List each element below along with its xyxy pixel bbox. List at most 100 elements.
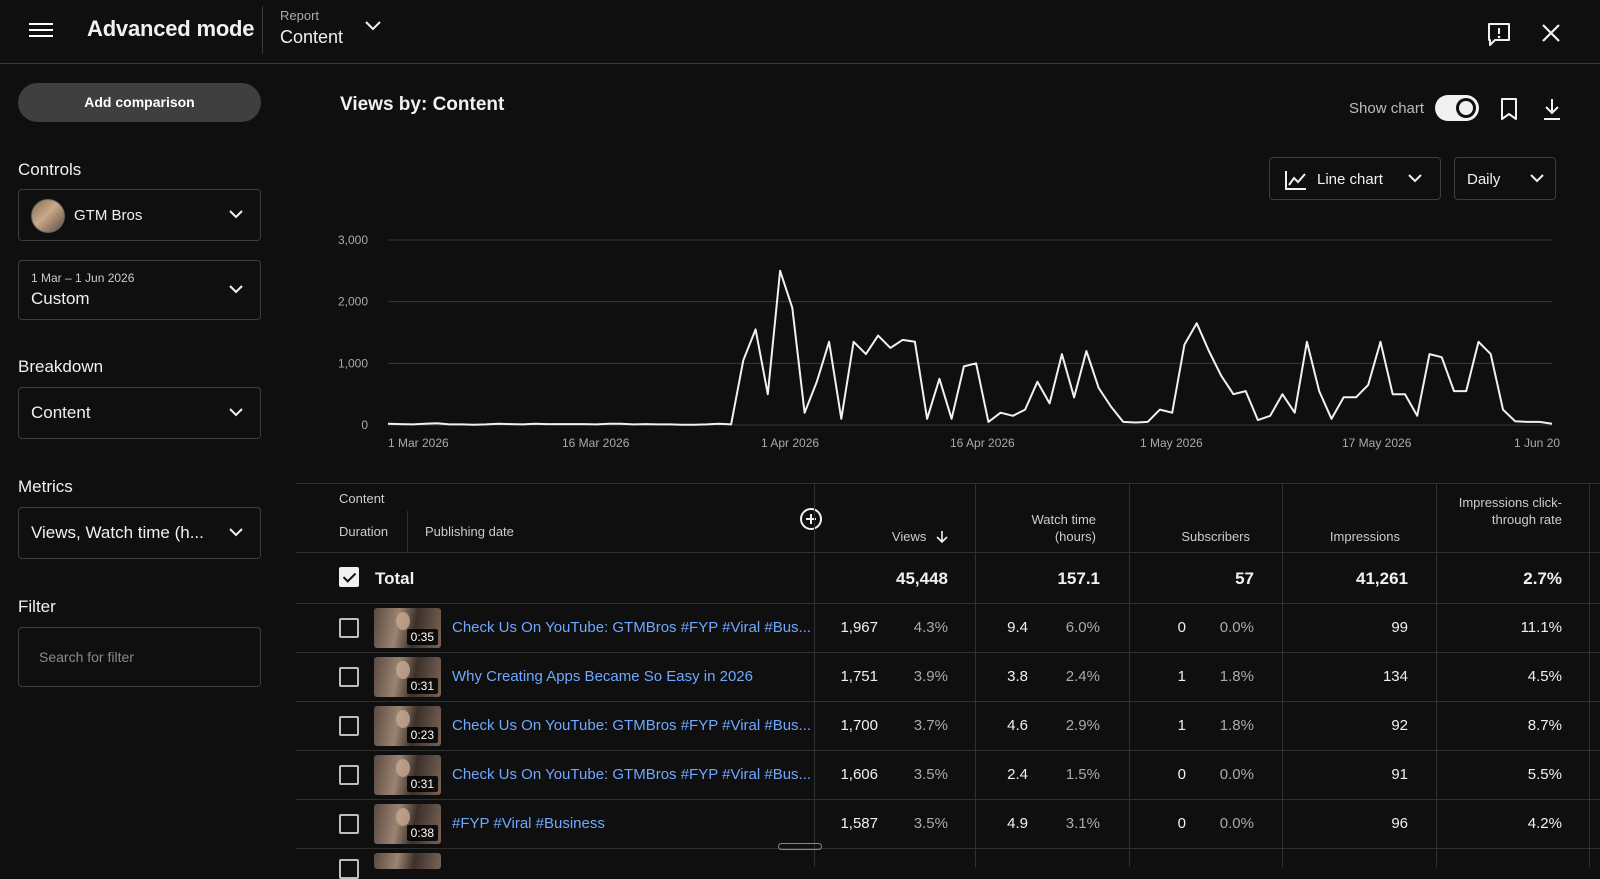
header-publishing-date[interactable]: Publishing date bbox=[425, 524, 514, 539]
chevron-down-icon bbox=[1408, 174, 1422, 183]
views-series-line bbox=[387, 269, 1553, 426]
video-thumbnail[interactable]: 0:31 bbox=[374, 657, 441, 697]
total-checkbox[interactable] bbox=[339, 567, 359, 587]
x-tick-label: 16 Mar 2026 bbox=[562, 436, 630, 450]
header-views[interactable]: Views bbox=[856, 528, 948, 545]
video-thumbnail[interactable]: 0:38 bbox=[374, 804, 441, 844]
video-title-link[interactable]: #FYP #Viral #Business bbox=[452, 815, 605, 832]
col-divider bbox=[1129, 484, 1130, 867]
granularity-dropdown[interactable]: Daily bbox=[1454, 157, 1556, 200]
x-tick-label: 1 Apr 2026 bbox=[761, 436, 819, 450]
watch-time-value: 2.4 bbox=[1007, 766, 1028, 783]
col-divider bbox=[1589, 484, 1590, 867]
table-header: Content Duration Publishing date Views W… bbox=[296, 484, 1600, 553]
breakdown-value: Content bbox=[31, 403, 91, 422]
table-row: 0:38 #FYP #Viral #Business 1,587 3.5% 4.9 3.1… bbox=[296, 800, 1600, 849]
channel-name: GTM Bros bbox=[74, 207, 143, 224]
watch-time-value: 4.6 bbox=[1007, 717, 1028, 734]
views-percent: 3.9% bbox=[913, 668, 948, 685]
header-subscribers[interactable]: Subscribers bbox=[1181, 529, 1250, 544]
video-title-link[interactable]: Check Us On YouTube: GTMBros #FYP #Viral… bbox=[452, 766, 812, 783]
row-checkbox[interactable] bbox=[339, 667, 359, 687]
resize-handle[interactable] bbox=[778, 843, 822, 850]
video-title-link[interactable]: Why Creating Apps Became So Easy in 2026 bbox=[452, 668, 753, 685]
date-range-selector[interactable]: 1 Mar – 1 Jun 2026 Custom bbox=[18, 260, 261, 320]
views-value: 1,967 bbox=[840, 619, 878, 636]
download-icon[interactable] bbox=[1541, 97, 1563, 121]
watch-time-value: 4.9 bbox=[1007, 815, 1028, 832]
add-column-icon[interactable] bbox=[799, 507, 823, 531]
y-tick-label: 3,000 bbox=[338, 233, 368, 247]
channel-selector[interactable]: GTM Bros bbox=[18, 189, 261, 241]
video-duration: 0:31 bbox=[406, 678, 438, 694]
chevron-down-icon bbox=[229, 285, 243, 294]
subscribers-percent: 0.0% bbox=[1219, 619, 1254, 636]
col-divider bbox=[1282, 484, 1283, 867]
chevron-down-icon bbox=[365, 21, 381, 31]
video-duration: 0:35 bbox=[406, 629, 438, 645]
watch-time-percent: 2.4% bbox=[1065, 668, 1100, 685]
x-tick-label: 17 May 2026 bbox=[1342, 436, 1412, 450]
date-mode: Custom bbox=[31, 289, 90, 308]
metrics-selector[interactable]: Views, Watch time (h... bbox=[18, 507, 261, 559]
chevron-down-icon bbox=[1530, 174, 1544, 183]
ctr-value: 4.5% bbox=[1527, 668, 1562, 685]
table-row: 0:31 Why Creating Apps Became So Easy in … bbox=[296, 653, 1600, 702]
views-value: 1,751 bbox=[840, 668, 878, 685]
breakdown-selector[interactable]: Content bbox=[18, 387, 261, 439]
video-title-link[interactable]: Check Us On YouTube: GTMBros #FYP #Viral… bbox=[452, 717, 812, 734]
add-comparison-button[interactable]: Add comparison bbox=[18, 83, 261, 122]
chart-title: Views by: Content bbox=[340, 94, 505, 115]
video-thumbnail[interactable]: 0:31 bbox=[374, 755, 441, 795]
views-line-chart: 3,000 2,000 1,000 0 1 Mar 2026 16 Mar 2026 1 A… bbox=[338, 233, 1560, 450]
filter-label: Filter bbox=[18, 597, 56, 616]
total-row: Total 45,448 157.1 57 41,261 2.7% bbox=[296, 553, 1600, 604]
bookmark-icon[interactable] bbox=[1498, 97, 1520, 121]
report-selector[interactable]: Report Content bbox=[280, 8, 400, 52]
close-icon[interactable] bbox=[1539, 21, 1563, 45]
col-divider bbox=[975, 484, 976, 867]
y-tick-label: 0 bbox=[361, 418, 368, 432]
video-title-link[interactable]: Check Us On YouTube: GTMBros #FYP #Viral… bbox=[452, 619, 812, 636]
table-row: 0:31 Check Us On YouTube: GTMBros #FYP #V… bbox=[296, 751, 1600, 800]
row-checkbox[interactable] bbox=[339, 765, 359, 785]
header-duration[interactable]: Duration bbox=[339, 524, 389, 539]
video-duration: 0:31 bbox=[406, 776, 438, 792]
feedback-icon[interactable] bbox=[1486, 21, 1512, 47]
avatar bbox=[31, 199, 65, 233]
row-checkbox[interactable] bbox=[339, 618, 359, 638]
show-chart-toggle[interactable] bbox=[1435, 95, 1479, 121]
header-content[interactable]: Content bbox=[339, 491, 385, 506]
report-label: Report bbox=[280, 8, 320, 23]
table-row: 0:35 Check Us On YouTube: GTMBros #FYP #V… bbox=[296, 604, 1600, 653]
metrics-value: Views, Watch time (h... bbox=[31, 523, 204, 542]
controls-label: Controls bbox=[18, 160, 82, 179]
video-thumbnail[interactable] bbox=[374, 853, 441, 869]
header-divider bbox=[407, 511, 408, 553]
chevron-down-icon bbox=[229, 408, 243, 417]
sidebar: Add comparison Controls GTM Bros 1 Mar –… bbox=[0, 64, 280, 866]
ctr-value: 8.7% bbox=[1527, 717, 1562, 734]
subscribers-value: 1 bbox=[1177, 668, 1186, 685]
total-impressions: 41,261 bbox=[1356, 569, 1408, 588]
video-thumbnail[interactable]: 0:35 bbox=[374, 608, 441, 648]
video-thumbnail[interactable]: 0:23 bbox=[374, 706, 441, 746]
header-impressions[interactable]: Impressions bbox=[1329, 529, 1400, 544]
row-checkbox[interactable] bbox=[339, 814, 359, 834]
menu-icon[interactable] bbox=[29, 19, 53, 41]
row-checkbox[interactable] bbox=[339, 716, 359, 736]
views-value: 1,700 bbox=[840, 717, 878, 734]
filter-search-input[interactable] bbox=[18, 627, 261, 687]
header-ctr[interactable]: Impressions click-through rate bbox=[1458, 495, 1562, 527]
views-percent: 4.3% bbox=[913, 619, 948, 636]
row-checkbox[interactable] bbox=[339, 859, 359, 879]
header-divider bbox=[262, 6, 263, 54]
views-percent: 3.5% bbox=[913, 815, 948, 832]
ctr-value: 11.1% bbox=[1520, 619, 1562, 636]
chevron-down-icon bbox=[229, 528, 243, 537]
impressions-value: 99 bbox=[1391, 619, 1408, 636]
breakdown-label: Breakdown bbox=[18, 357, 104, 376]
chart-type-dropdown[interactable]: Line chart bbox=[1269, 157, 1441, 200]
header-watch-time[interactable]: Watch time (hours) bbox=[1031, 512, 1096, 544]
y-tick-label: 2,000 bbox=[338, 295, 368, 309]
